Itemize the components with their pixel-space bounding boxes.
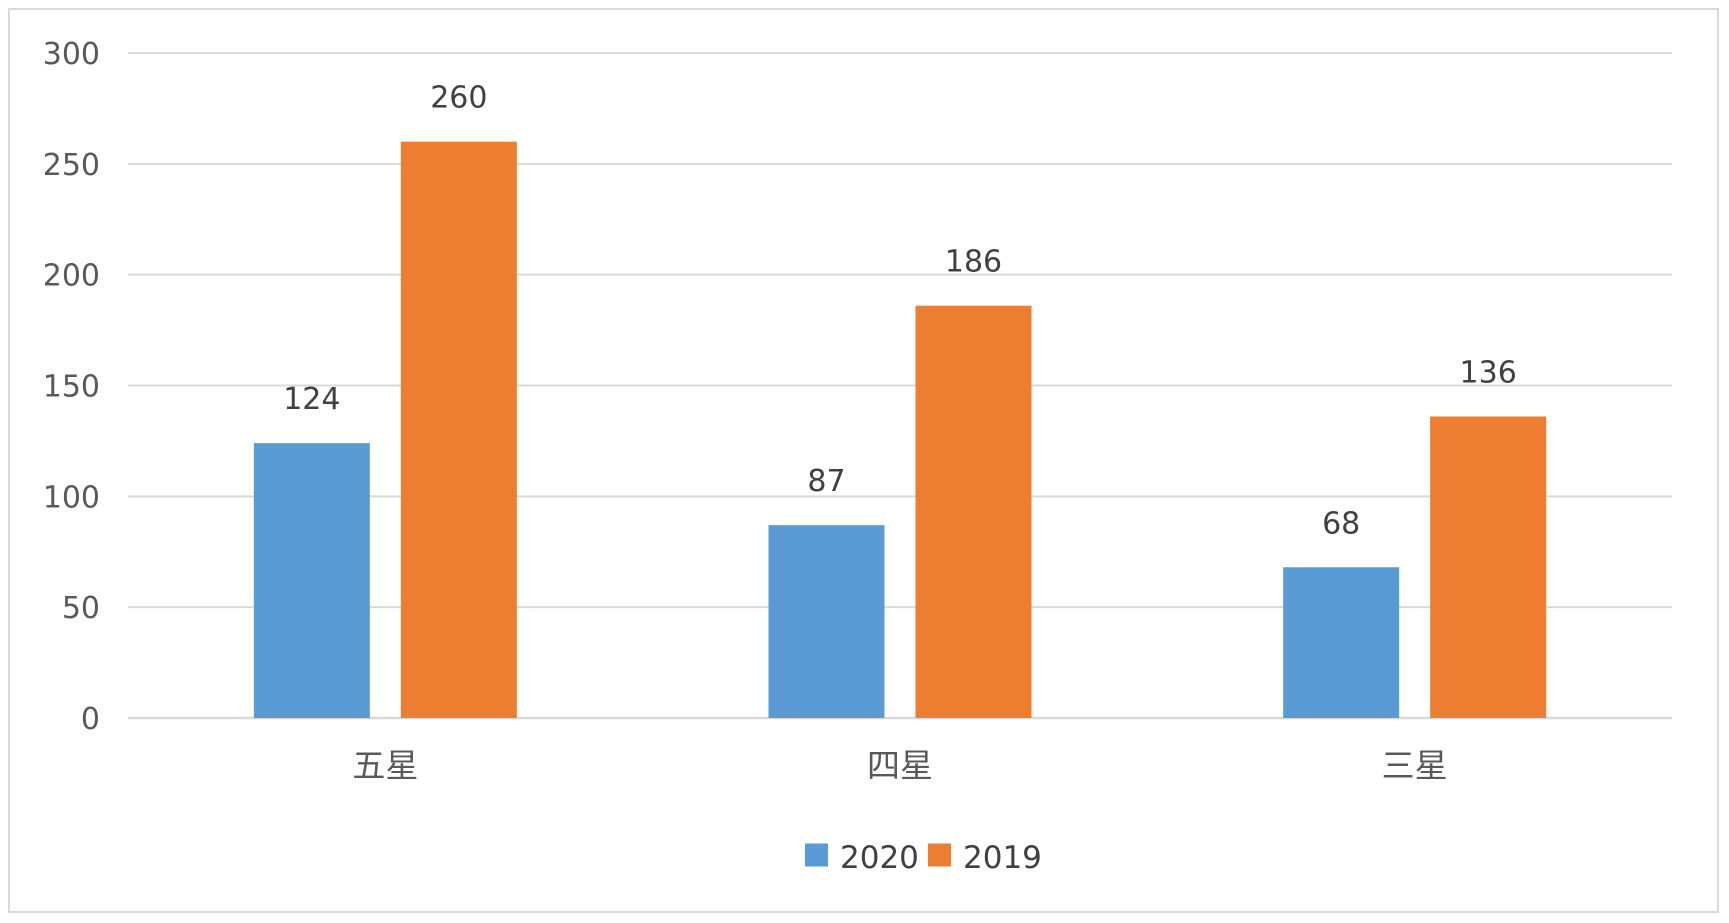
y-tick-label: 50 bbox=[62, 591, 100, 626]
y-tick-label: 250 bbox=[43, 148, 100, 183]
legend: 2020 2019 bbox=[805, 840, 1042, 876]
y-tick-label: 100 bbox=[43, 480, 100, 515]
legend-swatch bbox=[928, 843, 951, 867]
x-tick-label: 四星 bbox=[867, 746, 933, 785]
data-label: 260 bbox=[430, 81, 487, 116]
bar-2020-2 bbox=[1283, 567, 1400, 718]
bar-2020-1 bbox=[768, 525, 885, 718]
bar-2019-1 bbox=[915, 305, 1032, 718]
y-tick-label: 300 bbox=[43, 37, 100, 72]
data-label: 68 bbox=[1322, 506, 1360, 541]
y-axis-ticks: 0 50 100 150 200 250 300 bbox=[43, 37, 100, 737]
x-axis-ticks: 五星 四星 三星 bbox=[352, 746, 1447, 785]
bars bbox=[253, 141, 1547, 718]
legend-item-2020: 2020 bbox=[805, 840, 919, 876]
x-tick-label: 三星 bbox=[1382, 746, 1448, 785]
y-tick-label: 150 bbox=[43, 370, 100, 405]
data-label: 136 bbox=[1460, 356, 1517, 391]
x-tick-label: 五星 bbox=[352, 746, 418, 785]
legend-item-2019: 2019 bbox=[928, 840, 1042, 876]
data-labels: 124 260 87 186 68 136 bbox=[283, 81, 1517, 542]
y-tick-label: 200 bbox=[43, 259, 100, 294]
bar-2019-0 bbox=[400, 141, 517, 718]
bar-2019-2 bbox=[1430, 416, 1547, 718]
bar-2020-0 bbox=[253, 443, 370, 718]
legend-label: 2020 bbox=[840, 840, 919, 876]
gridlines bbox=[128, 52, 1672, 720]
data-label: 87 bbox=[807, 464, 845, 499]
data-label: 186 bbox=[945, 245, 1002, 280]
y-tick-label: 0 bbox=[81, 702, 100, 737]
data-label: 124 bbox=[283, 382, 340, 417]
legend-swatch bbox=[805, 843, 828, 867]
legend-label: 2019 bbox=[963, 840, 1042, 876]
